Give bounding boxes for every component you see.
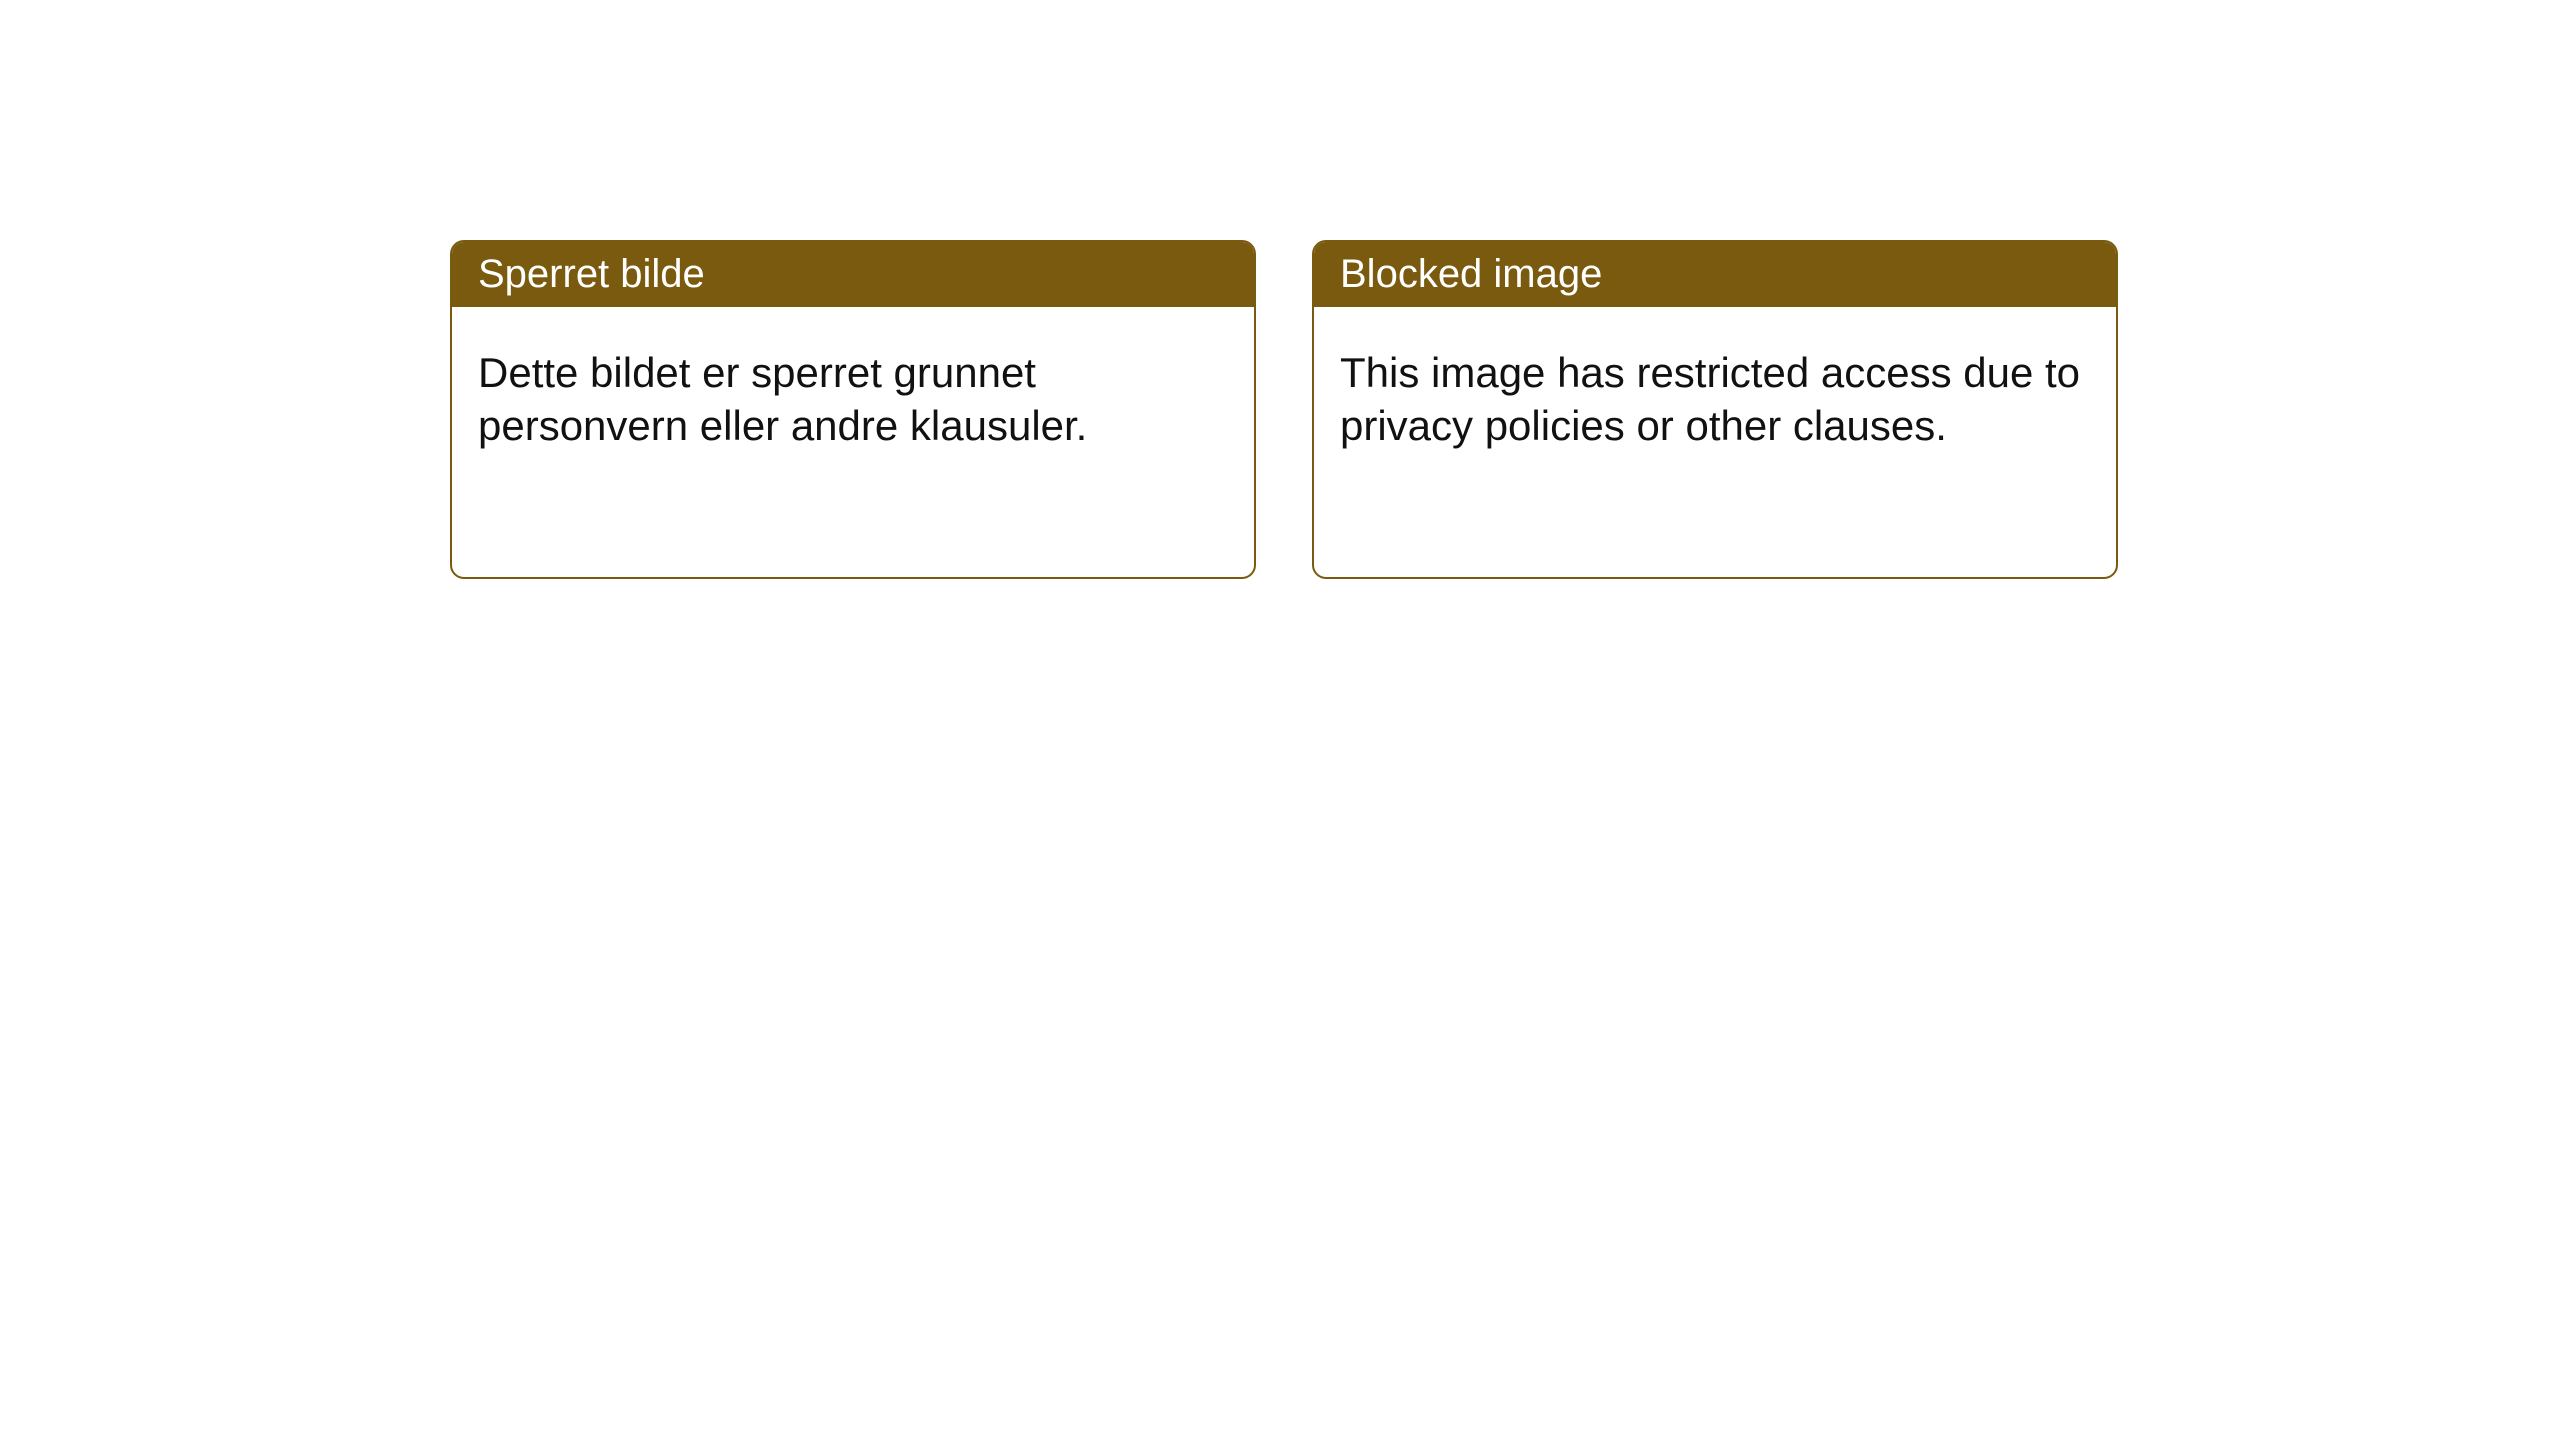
notice-card-body: This image has restricted access due to … [1314, 307, 2116, 577]
notice-card-english: Blocked image This image has restricted … [1312, 240, 2118, 579]
notice-card-norwegian: Sperret bilde Dette bildet er sperret gr… [450, 240, 1256, 579]
notice-container: Sperret bilde Dette bildet er sperret gr… [450, 240, 2118, 579]
notice-card-title: Blocked image [1314, 242, 2116, 307]
notice-card-title: Sperret bilde [452, 242, 1254, 307]
notice-card-body: Dette bildet er sperret grunnet personve… [452, 307, 1254, 577]
